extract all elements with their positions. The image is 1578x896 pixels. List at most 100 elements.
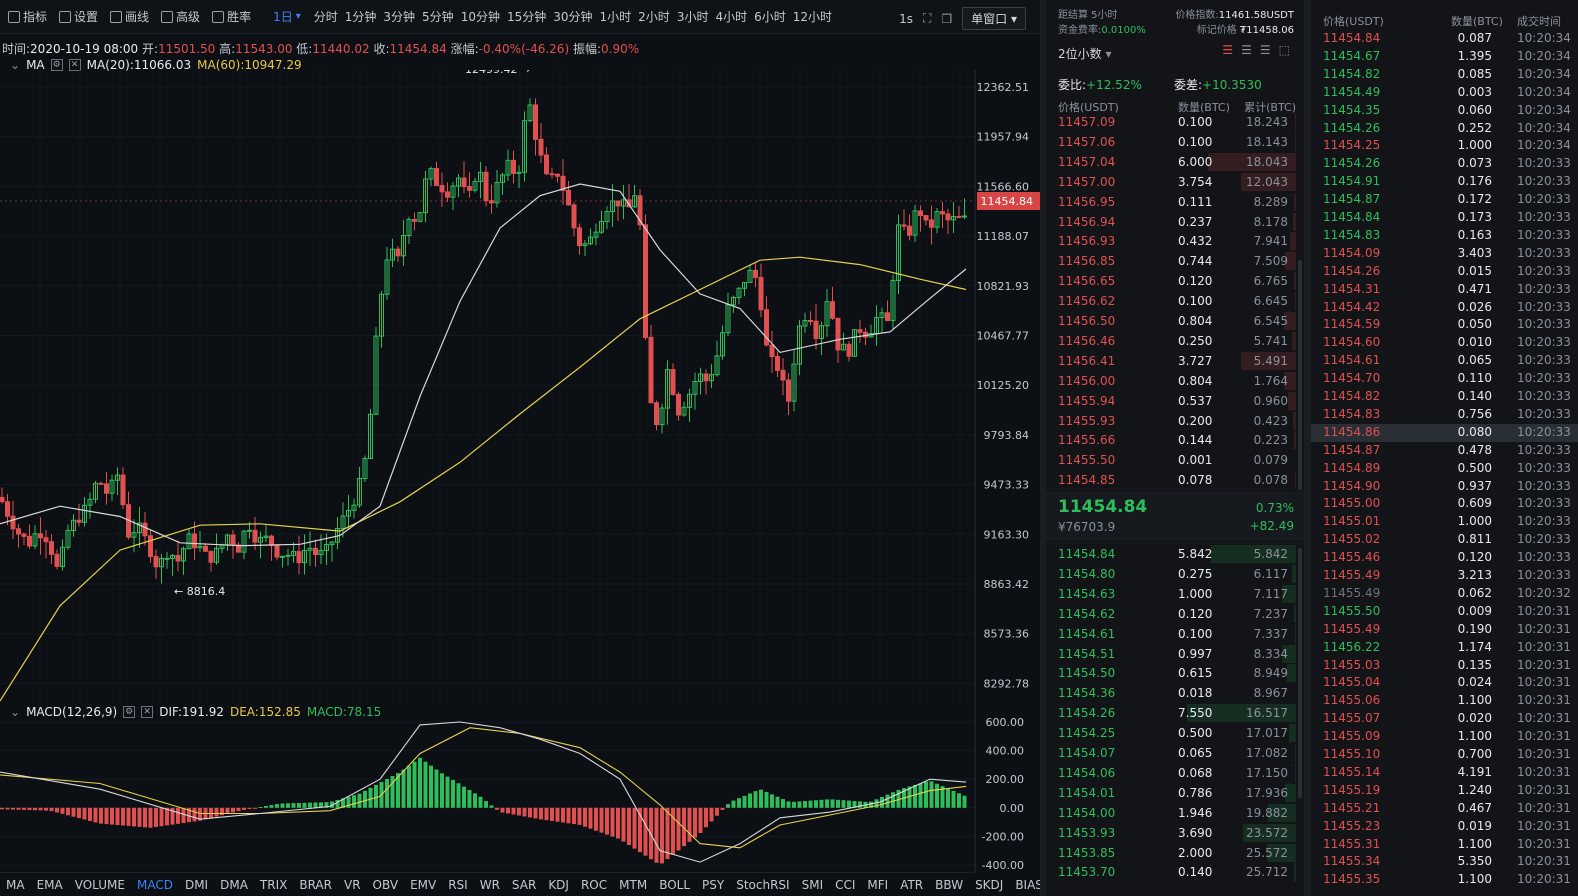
asks-row[interactable]: 11456.95 0.111 8.289 (1046, 192, 1296, 212)
macd-collapse-icon[interactable]: ⌄ (10, 705, 21, 719)
asks-row[interactable]: 11456.93 0.432 7.941 (1046, 231, 1296, 251)
asks-row[interactable]: 11456.85 0.744 7.509 (1046, 251, 1296, 271)
collapse-icon[interactable]: ⌄ (10, 58, 21, 72)
asks-row[interactable]: 11457.00 3.754 12.043 (1046, 172, 1296, 192)
indicator-tab-atr[interactable]: ATR (900, 877, 924, 892)
indicator-tab-vr[interactable]: VR (343, 877, 361, 892)
indicator-tab-psy[interactable]: PSY (702, 877, 725, 892)
bids-row[interactable]: 11454.07 0.065 17.082 (1046, 743, 1296, 763)
macd-chart[interactable]: 600.00 400.00 200.00 0.00 -200.00 -400.00 (0, 704, 1040, 872)
book-both-icon[interactable]: ☰ (1222, 43, 1234, 57)
period-5[interactable]: 10分钟 (460, 10, 500, 24)
bids-row[interactable]: 11454.06 0.068 17.150 (1046, 763, 1296, 783)
indicator-tab-bias[interactable]: BIAS (1015, 877, 1043, 892)
indicator-tab-mfi[interactable]: MFI (867, 877, 889, 892)
asks-row[interactable]: 11455.66 0.144 0.223 (1046, 430, 1296, 450)
bids-row[interactable]: 11454.36 0.018 8.967 (1046, 683, 1296, 703)
ma-close-icon[interactable]: ✕ (68, 59, 81, 71)
indicator-tab-bbw[interactable]: BBW (935, 877, 964, 892)
period-1[interactable]: 分时 (313, 10, 338, 24)
tool-target[interactable]: 胜率 (212, 8, 251, 25)
indicator-tab-rsi[interactable]: RSI (448, 877, 468, 892)
indicator-tab-volume[interactable]: VOLUME (74, 877, 125, 892)
asks-row[interactable]: 11456.94 0.237 8.178 (1046, 212, 1296, 232)
tool-gear[interactable]: 设置 (59, 8, 98, 25)
bids-row[interactable]: 11454.50 0.615 8.949 (1046, 663, 1296, 683)
bids-row[interactable]: 11453.93 3.690 23.572 (1046, 823, 1296, 843)
indicator-tab-brar[interactable]: BRAR (299, 877, 332, 892)
period-13[interactable]: 12小时 (792, 10, 833, 24)
period-2[interactable]: 1分钟 (344, 10, 377, 24)
bids-row[interactable]: 11454.80 0.275 6.117 (1046, 564, 1296, 584)
indicator-tab-kdj[interactable]: KDJ (548, 877, 569, 892)
book-bids-icon[interactable]: ☰ (1241, 43, 1252, 57)
refresh-interval[interactable]: 1s (899, 11, 913, 26)
period-9[interactable]: 2小时 (638, 10, 670, 24)
asks-scrollbar[interactable] (1298, 260, 1302, 490)
window-mode-dropdown[interactable]: 单窗口 ▾ (962, 7, 1026, 30)
asks-row[interactable]: 11455.93 0.200 0.423 (1046, 411, 1296, 431)
period-11[interactable]: 4小时 (715, 10, 748, 24)
indicator-tab-obv[interactable]: OBV (372, 877, 399, 892)
indicator-tab-boll[interactable]: BOLL (659, 877, 691, 892)
bids-row[interactable]: 11454.84 5.842 5.842 (1046, 544, 1296, 564)
bids-row[interactable]: 11454.26 7.550 16.517 (1046, 703, 1296, 723)
popout-icon[interactable]: ❐ (941, 11, 953, 26)
book-expand-icon[interactable]: ⬚ (1278, 43, 1290, 57)
period-7[interactable]: 30分钟 (553, 10, 593, 24)
indicator-tab-roc[interactable]: ROC (580, 877, 608, 892)
bids-row[interactable]: 11454.61 0.100 7.337 (1046, 624, 1296, 644)
asks-row[interactable]: 11456.50 0.804 6.545 (1046, 311, 1296, 331)
asks-row[interactable]: 11456.41 3.727 5.491 (1046, 351, 1296, 371)
period-3[interactable]: 3分钟 (383, 10, 416, 24)
tool-pen[interactable]: 画线 (110, 8, 149, 25)
indicator-tab-emv[interactable]: EMV (410, 877, 437, 892)
asks-row[interactable]: 11457.04 6.000 18.043 (1046, 152, 1296, 172)
bids-row[interactable]: 11454.51 0.997 8.334 (1046, 644, 1296, 664)
period-4[interactable]: 5分钟 (422, 10, 454, 24)
indicator-tab-smi[interactable]: SMI (801, 877, 824, 892)
period-10[interactable]: 3小时 (676, 10, 709, 24)
asks-row[interactable]: 11456.65 0.120 6.765 (1046, 271, 1296, 291)
indicator-tab-dma[interactable]: DMA (220, 877, 248, 892)
asks-row[interactable]: 11456.62 0.100 6.645 (1046, 291, 1296, 311)
decimals-dropdown[interactable]: 2位小数 ▾ (1058, 45, 1112, 62)
macd-close-icon[interactable]: ✕ (141, 706, 154, 718)
indicator-tab-stochrsi[interactable]: StochRSI (736, 877, 790, 892)
asks-row[interactable]: 11456.46 0.250 5.741 (1046, 331, 1296, 351)
indicator-tab-trix[interactable]: TRIX (259, 877, 288, 892)
asks-row[interactable]: 11455.50 0.001 0.079 (1046, 450, 1296, 470)
ma-settings-icon[interactable]: ⚙ (50, 59, 63, 71)
period-12[interactable]: 6小时 (754, 10, 786, 24)
bids-row[interactable]: 11454.63 1.000 7.117 (1046, 584, 1296, 604)
period-6[interactable]: 15分钟 (506, 10, 547, 24)
book-asks-icon[interactable]: ☰ (1259, 43, 1271, 57)
indicator-tab-ma[interactable]: MA (6, 877, 25, 892)
bids-row[interactable]: 11454.25 0.500 17.017 (1046, 723, 1296, 743)
tool-calendar[interactable]: 高级 (161, 8, 200, 25)
splitter-left[interactable] (1040, 0, 1046, 896)
bids-row[interactable]: 11454.62 0.120 7.237 (1046, 604, 1296, 624)
splitter-right[interactable] (1304, 0, 1311, 896)
bids-row[interactable]: 11453.85 2.000 25.572 (1046, 843, 1296, 863)
period-8[interactable]: 1小时 (599, 10, 632, 24)
indicator-tab-macd[interactable]: MACD (136, 877, 173, 892)
macd-settings-icon[interactable]: ⚙ (123, 706, 136, 718)
asks-row[interactable]: 11457.09 0.100 18.243 (1046, 112, 1296, 132)
indicator-tab-dmi[interactable]: DMI (184, 877, 209, 892)
indicator-tab-ema[interactable]: EMA (36, 877, 63, 892)
asks-row[interactable]: 11454.85 0.078 0.078 (1046, 470, 1296, 490)
indicator-tab-mtm[interactable]: MTM (619, 877, 648, 892)
tool-indicator[interactable]: 指标 (8, 8, 47, 25)
asks-row[interactable]: 11456.00 0.804 1.764 (1046, 371, 1296, 391)
bids-scrollbar[interactable] (1298, 548, 1302, 798)
fullscreen-icon[interactable]: ⛶ (922, 11, 932, 25)
indicator-tab-wr[interactable]: WR (479, 877, 500, 892)
bids-row[interactable]: 11453.70 0.140 25.712 (1046, 862, 1296, 882)
bids-row[interactable]: 11454.00 1.946 19.882 (1046, 803, 1296, 823)
indicator-tab-cci[interactable]: CCI (835, 877, 856, 892)
candlestick-chart[interactable]: 12362.51 11957.94 11566.60 11188.07 10821.93… (0, 70, 1040, 704)
asks-row[interactable]: 11457.06 0.100 18.143 (1046, 132, 1296, 152)
indicator-tab-sar[interactable]: SAR (511, 877, 537, 892)
bids-row[interactable]: 11454.01 0.786 17.936 (1046, 783, 1296, 803)
